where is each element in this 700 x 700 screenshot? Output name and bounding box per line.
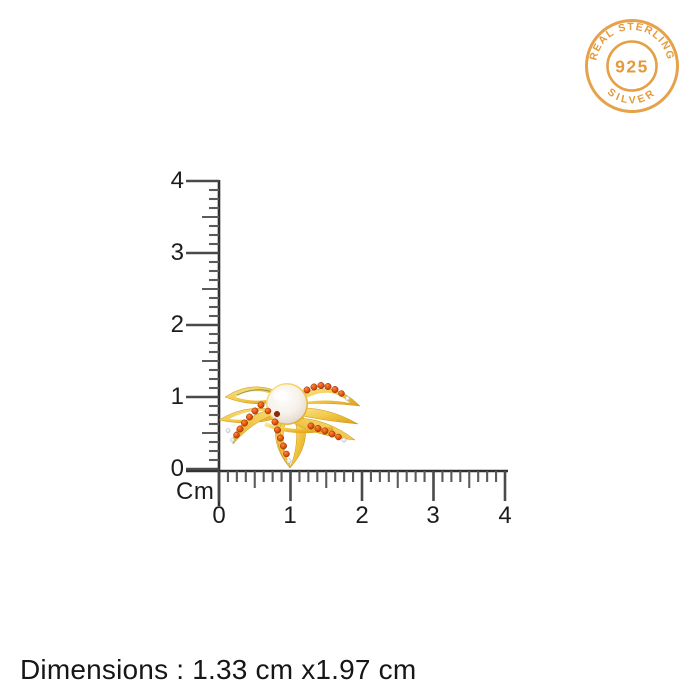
- vertical-ruler-label-3: 3: [170, 239, 184, 266]
- horizontal-ruler-label-0: 0: [212, 502, 226, 529]
- badge-center-text: 925: [615, 57, 649, 77]
- badge-inner-ring: [606, 40, 658, 92]
- pearl: [266, 383, 308, 425]
- vertical-ruler-label-2: 2: [170, 311, 184, 338]
- product-earring-image: [218, 382, 361, 469]
- vertical-ruler-label-1: 1: [170, 383, 184, 410]
- horizontal-ruler-label-1: 1: [283, 502, 297, 529]
- ruler-unit-label: Cm: [176, 478, 215, 505]
- ruler-ticks: [186, 179, 508, 506]
- vertical-ruler-label-0: 0: [170, 455, 184, 482]
- sterling-925-badge: REAL STERLING SILVER 925: [585, 19, 679, 113]
- vertical-ruler-label-4: 4: [170, 167, 184, 194]
- horizontal-ruler-label-3: 3: [426, 502, 440, 529]
- orange-gems: [233, 382, 345, 458]
- badge-outer-ring: [585, 19, 679, 113]
- white-accent-stones: [225, 396, 350, 464]
- dimensions-caption: Dimensions : 1.33 cm x1.97 cm: [20, 654, 417, 685]
- horizontal-ruler-label-2: 2: [355, 502, 369, 529]
- horizontal-ruler-label-4: 4: [498, 502, 512, 529]
